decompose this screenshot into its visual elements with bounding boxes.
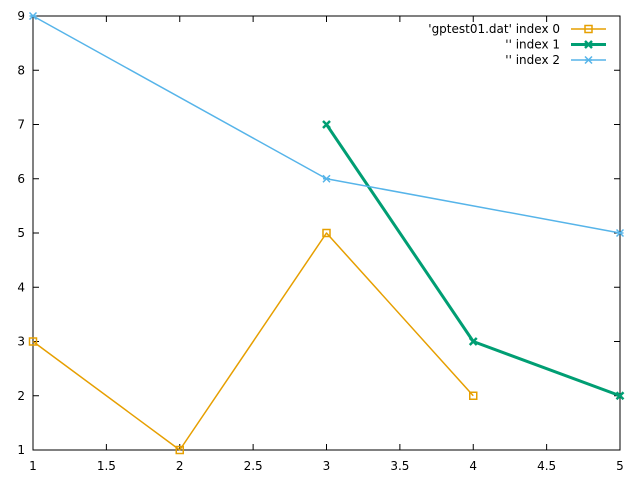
data-point bbox=[28, 337, 38, 346]
data-point bbox=[175, 445, 184, 455]
data-point bbox=[322, 228, 331, 238]
x-tick-label: 1 bbox=[29, 459, 37, 473]
x-tick-label: 3 bbox=[323, 459, 331, 473]
tick-labels: 1 1.5 2 2.5 3 3.5 4 4.5 5 1 2 3 4 5 6 7 8 9 bbox=[17, 9, 623, 473]
x-tick-label: 3.5 bbox=[390, 459, 409, 473]
y-tick-label: 2 bbox=[17, 389, 25, 403]
x-tick-label: 5 bbox=[616, 459, 624, 473]
y-tick-label: 3 bbox=[17, 335, 25, 349]
series-line bbox=[325, 123, 621, 398]
x-tick-label: 4.5 bbox=[537, 459, 556, 473]
x-tick-label: 1.5 bbox=[97, 459, 116, 473]
x-tick-label: 2.5 bbox=[244, 459, 263, 473]
y-tick-label: 4 bbox=[17, 280, 25, 294]
series-0 bbox=[28, 228, 478, 455]
data-point bbox=[615, 228, 625, 238]
data-point bbox=[322, 174, 331, 183]
x-tick-label: 2 bbox=[176, 459, 184, 473]
data-point bbox=[469, 391, 478, 400]
series-2 bbox=[28, 11, 625, 238]
legend-entry: 'gptest01.dat' index 0 bbox=[428, 22, 606, 36]
series-line bbox=[32, 232, 474, 451]
legend-entry: '' index 1 bbox=[505, 38, 606, 52]
x-tick-label: 4 bbox=[469, 459, 477, 473]
legend-entry: '' index 2 bbox=[505, 53, 606, 67]
data-point bbox=[28, 11, 38, 21]
y-tick-label: 1 bbox=[17, 443, 25, 457]
y-tick-label: 7 bbox=[17, 118, 25, 132]
data-point bbox=[468, 337, 478, 346]
y-tick-label: 6 bbox=[17, 172, 25, 186]
y-tick-label: 5 bbox=[17, 226, 25, 240]
legend-label: '' index 2 bbox=[505, 53, 560, 67]
y-tick-label: 8 bbox=[17, 63, 25, 77]
legend-label: 'gptest01.dat' index 0 bbox=[428, 22, 560, 36]
data-point bbox=[615, 391, 625, 401]
data-point bbox=[322, 120, 331, 129]
legend-marker bbox=[584, 24, 593, 34]
legend-marker bbox=[584, 40, 593, 49]
series-1 bbox=[322, 120, 625, 401]
series-layer bbox=[28, 11, 625, 455]
legend: 'gptest01.dat' index 0 '' index 1'' index… bbox=[428, 22, 606, 67]
y-tick-label: 9 bbox=[17, 9, 25, 23]
legend-label: '' index 1 bbox=[505, 38, 560, 52]
legend-marker bbox=[584, 55, 593, 65]
